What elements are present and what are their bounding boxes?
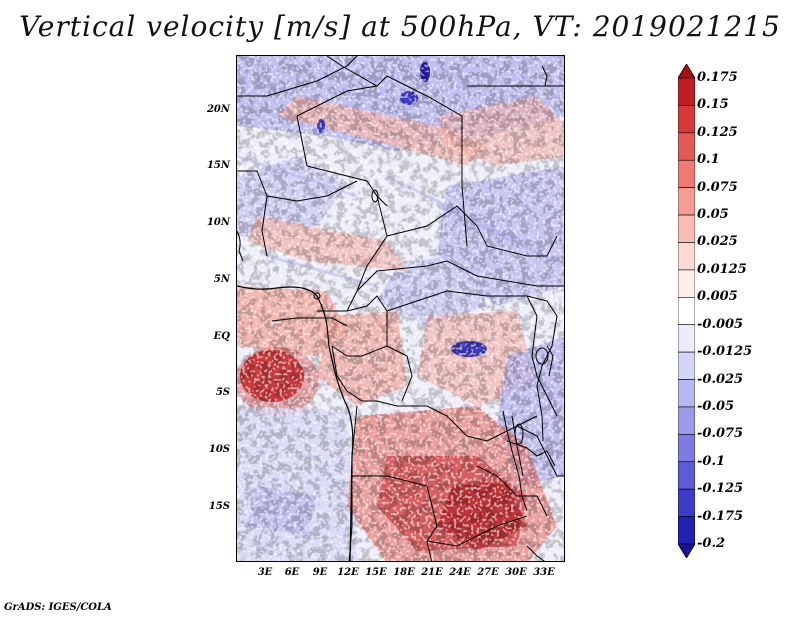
lat-tick-label: 5S — [215, 387, 230, 398]
colorbar-segment — [678, 105, 695, 134]
colorbar-level-label: -0.175 — [697, 508, 744, 524]
lon-tick-label: 30E — [505, 567, 527, 578]
lon-tick-label: 24E — [449, 567, 471, 578]
colorbar-level-label: 0.15 — [697, 97, 729, 113]
colorbar-segment — [678, 516, 695, 545]
lat-tick-label: 15S — [208, 501, 230, 512]
colorbar-segment — [678, 296, 695, 326]
lat-tick-label: EQ — [213, 331, 230, 342]
lon-tick-label: 6E — [284, 567, 300, 578]
colorbar-segment — [678, 269, 695, 298]
footer-credit: GrADS: IGES/COLA — [4, 602, 112, 613]
lon-tick-label: 27E — [477, 567, 499, 578]
colorbar-segment — [678, 187, 695, 216]
colorbar-level-label: -0.025 — [697, 371, 744, 387]
colorbar-level-label: 0.125 — [697, 124, 738, 140]
colorbar-level-label: 0.005 — [697, 289, 738, 305]
colorbar-level-label: 0.0125 — [697, 261, 747, 277]
colorbar-segment — [678, 543, 695, 558]
colorbar-segment — [678, 461, 695, 490]
colorbar-level-label: -0.1 — [697, 453, 726, 469]
lon-tick-label: 18E — [393, 567, 415, 578]
colorbar-level-label: -0.05 — [697, 398, 735, 414]
colorbar-segment — [678, 379, 695, 408]
colorbar-level-label: -0.005 — [697, 316, 744, 332]
colorbar-segment — [678, 64, 695, 79]
colorbar-segment — [678, 159, 695, 188]
colorbar-segment — [678, 242, 695, 271]
colorbar-segment — [678, 406, 695, 435]
colorbar-segment — [678, 214, 695, 243]
colorbar-segment — [678, 351, 695, 380]
lakes — [313, 65, 556, 512]
lat-tick-label: 15N — [206, 160, 230, 171]
colorbar-level-label: -0.0125 — [697, 344, 753, 360]
lat-tick-label: 20N — [206, 104, 230, 115]
lon-tick-label: 15E — [365, 567, 387, 578]
vertical-velocity-map — [237, 56, 564, 561]
lon-tick-label: 21E — [421, 567, 443, 578]
colorbar-segment — [678, 324, 695, 353]
colorbar-segment — [678, 132, 695, 161]
lat-tick-label: 10N — [206, 217, 230, 228]
colorbar-level-label: 0.1 — [697, 152, 720, 168]
colorbar-segment — [678, 434, 695, 463]
lat-tick-label: 10S — [208, 444, 230, 455]
colorbar-level-label: 0.05 — [697, 207, 729, 223]
colorbar-segment — [678, 488, 695, 517]
colorbar — [678, 64, 695, 558]
map-plot-area — [236, 55, 565, 562]
lon-tick-label: 33E — [533, 567, 555, 578]
lon-tick-label: 12E — [337, 567, 359, 578]
colorbar-segment — [678, 77, 695, 106]
colorbar-level-label: 0.175 — [697, 70, 738, 85]
colorbar-level-label: -0.075 — [697, 426, 744, 442]
lon-tick-label: 3E — [257, 567, 273, 578]
colorbar-level-label: -0.125 — [697, 481, 744, 497]
lon-tick-label: 9E — [312, 567, 328, 578]
country-borders — [237, 56, 564, 561]
lat-tick-label: 5N — [213, 274, 230, 285]
colorbar-level-label: 0.025 — [697, 234, 738, 250]
colorbar-level-label: 0.075 — [697, 179, 738, 195]
coastline — [237, 285, 354, 561]
chart-title: Vertical velocity [m/s] at 500hPa, VT: 2… — [19, 10, 781, 43]
colorbar-level-label: -0.2 — [697, 536, 726, 551]
